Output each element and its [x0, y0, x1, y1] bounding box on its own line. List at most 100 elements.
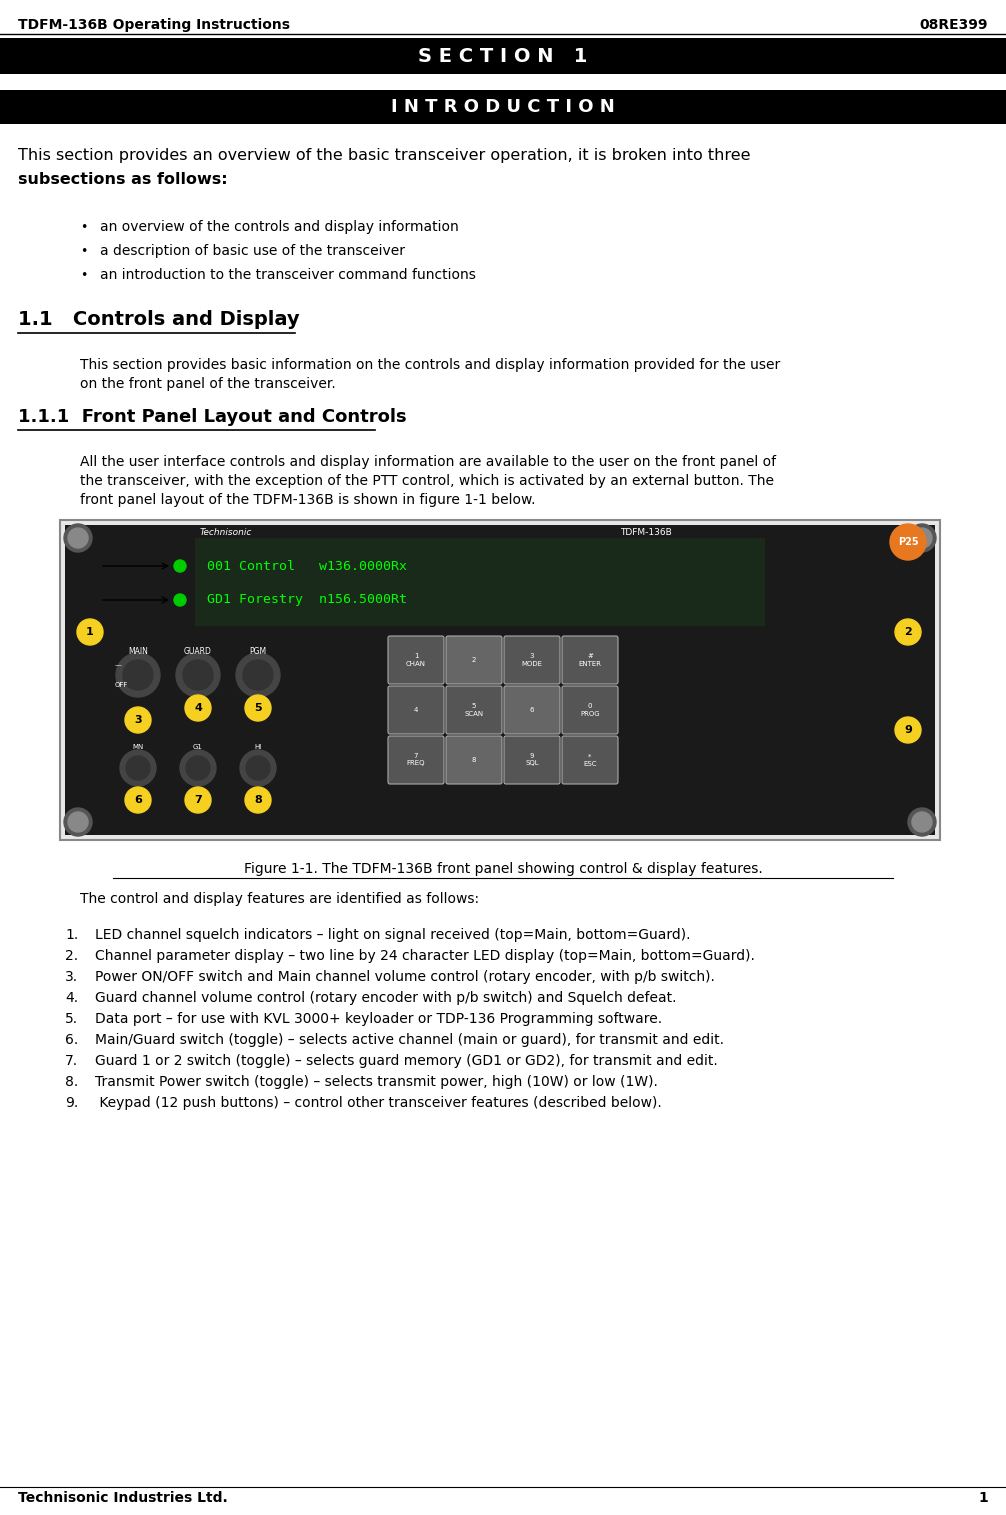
Text: 1: 1 [978, 1491, 988, 1504]
Circle shape [185, 786, 211, 814]
Text: MN: MN [133, 744, 144, 750]
FancyBboxPatch shape [504, 686, 560, 733]
Text: Data port – for use with KVL 3000+ keyloader or TDP-136 Programming software.: Data port – for use with KVL 3000+ keylo… [95, 1012, 662, 1026]
Text: S E C T I O N   1: S E C T I O N 1 [418, 47, 588, 65]
Text: •: • [80, 244, 88, 258]
Circle shape [240, 750, 276, 786]
Circle shape [246, 756, 270, 780]
Text: a description of basic use of the transceiver: a description of basic use of the transc… [100, 244, 405, 258]
FancyBboxPatch shape [504, 636, 560, 683]
Circle shape [174, 594, 186, 606]
Bar [195, 538, 765, 626]
Text: 7
FREQ: 7 FREQ [406, 753, 426, 767]
Text: Transmit Power switch (toggle) – selects transmit power, high (10W) or low (1W).: Transmit Power switch (toggle) – selects… [95, 1076, 658, 1089]
FancyBboxPatch shape [446, 736, 502, 783]
Text: on the front panel of the transceiver.: on the front panel of the transceiver. [80, 377, 336, 391]
Circle shape [183, 661, 213, 689]
FancyBboxPatch shape [562, 636, 618, 683]
Text: The control and display features are identified as follows:: The control and display features are ide… [80, 892, 479, 906]
Text: 1
CHAN: 1 CHAN [406, 653, 426, 667]
Text: 2: 2 [904, 627, 911, 636]
Text: Figure 1-1. The TDFM-136B front panel showing control & display features.: Figure 1-1. The TDFM-136B front panel sh… [243, 862, 763, 876]
Circle shape [68, 812, 88, 832]
Circle shape [912, 812, 932, 832]
Circle shape [908, 807, 936, 836]
FancyBboxPatch shape [504, 736, 560, 783]
Text: GD: GD [133, 788, 143, 794]
Text: •: • [80, 221, 88, 233]
Text: 0
PROG: 0 PROG [580, 703, 600, 717]
Text: 5
SCAN: 5 SCAN [465, 703, 484, 717]
Bar [0, 89, 1006, 124]
FancyBboxPatch shape [562, 686, 618, 733]
Text: Technisonic: Technisonic [200, 529, 253, 536]
Text: PGM: PGM [249, 647, 267, 656]
Text: 4.: 4. [65, 991, 78, 1004]
Text: 9.: 9. [65, 1095, 78, 1110]
Text: 3
MODE: 3 MODE [521, 653, 542, 667]
Text: G2: G2 [193, 788, 203, 794]
FancyBboxPatch shape [388, 736, 444, 783]
Text: 3.: 3. [65, 970, 78, 985]
Text: an overview of the controls and display information: an overview of the controls and display … [100, 220, 459, 233]
Circle shape [245, 695, 271, 721]
Text: 1.: 1. [65, 929, 78, 942]
Circle shape [126, 756, 150, 780]
Circle shape [174, 561, 186, 573]
Circle shape [895, 620, 921, 645]
Bar [0, 38, 1006, 74]
Text: 1.1.1  Front Panel Layout and Controls: 1.1.1 Front Panel Layout and Controls [18, 408, 406, 426]
Circle shape [908, 524, 936, 551]
Text: 1.1   Controls and Display: 1.1 Controls and Display [18, 311, 300, 329]
Text: 4: 4 [413, 708, 418, 714]
Text: Technisonic Industries Ltd.: Technisonic Industries Ltd. [18, 1491, 227, 1504]
Text: LED channel squelch indicators – light on signal received (top=Main, bottom=Guar: LED channel squelch indicators – light o… [95, 929, 690, 942]
Text: Keypad (12 push buttons) – control other transceiver features (described below).: Keypad (12 push buttons) – control other… [95, 1095, 662, 1110]
Text: 9
SQL: 9 SQL [525, 753, 539, 767]
Text: I N T R O D U C T I O N: I N T R O D U C T I O N [391, 98, 615, 117]
Circle shape [123, 661, 153, 689]
Text: —: — [115, 662, 122, 668]
Text: 2: 2 [472, 658, 476, 664]
Text: HI: HI [255, 744, 262, 750]
Text: Power ON/OFF switch and Main channel volume control (rotary encoder, with p/b sw: Power ON/OFF switch and Main channel vol… [95, 970, 715, 985]
Text: 4: 4 [194, 703, 202, 714]
Bar [65, 526, 935, 835]
Text: 001 Control   w136.0000Rx: 001 Control w136.0000Rx [207, 559, 407, 573]
Text: 8.: 8. [65, 1076, 78, 1089]
Text: 2.: 2. [65, 948, 78, 964]
Text: front panel layout of the TDFM-136B is shown in figure 1-1 below.: front panel layout of the TDFM-136B is s… [80, 492, 535, 508]
Circle shape [186, 756, 210, 780]
Text: 6: 6 [134, 795, 142, 804]
Circle shape [895, 717, 921, 742]
Text: 8: 8 [472, 758, 476, 764]
Text: the transceiver, with the exception of the PTT control, which is activated by an: the transceiver, with the exception of t… [80, 474, 774, 488]
Text: *
ESC: * ESC [583, 753, 597, 767]
FancyBboxPatch shape [446, 686, 502, 733]
Text: 08RE399: 08RE399 [919, 18, 988, 32]
Circle shape [77, 620, 103, 645]
Text: This section provides basic information on the controls and display information : This section provides basic information … [80, 358, 781, 373]
Text: 8: 8 [255, 795, 262, 804]
Circle shape [120, 750, 156, 786]
Circle shape [912, 529, 932, 548]
Circle shape [890, 524, 926, 561]
FancyBboxPatch shape [446, 636, 502, 683]
Text: 3: 3 [134, 715, 142, 726]
Bar [60, 520, 940, 839]
Text: •: • [80, 268, 88, 282]
Text: Guard channel volume control (rotary encoder with p/b switch) and Squelch defeat: Guard channel volume control (rotary enc… [95, 991, 676, 1004]
FancyBboxPatch shape [388, 636, 444, 683]
Circle shape [125, 708, 151, 733]
Text: 6: 6 [530, 708, 534, 714]
Text: 6.: 6. [65, 1033, 78, 1047]
Text: Guard 1 or 2 switch (toggle) – selects guard memory (GD1 or GD2), for transmit a: Guard 1 or 2 switch (toggle) – selects g… [95, 1054, 717, 1068]
Text: All the user interface controls and display information are available to the use: All the user interface controls and disp… [80, 454, 776, 470]
Text: 5.: 5. [65, 1012, 78, 1026]
Text: subsections as follows:: subsections as follows: [18, 173, 227, 186]
Text: 5: 5 [255, 703, 262, 714]
Text: Channel parameter display – two line by 24 character LED display (top=Main, bott: Channel parameter display – two line by … [95, 948, 754, 964]
Circle shape [245, 786, 271, 814]
Circle shape [68, 529, 88, 548]
Text: 1: 1 [87, 627, 94, 636]
